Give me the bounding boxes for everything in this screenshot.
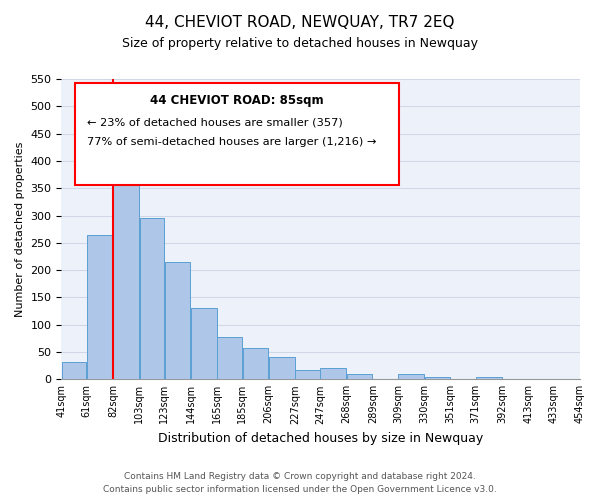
Bar (425, 377, 450, 380)
Text: ← 23% of detached houses are smaller (357): ← 23% of detached houses are smaller (35… (87, 118, 343, 128)
Y-axis label: Number of detached properties: Number of detached properties (15, 142, 25, 317)
Bar (476, 376, 502, 380)
Bar (398, 374, 424, 380)
Bar (113, 144, 139, 380)
Bar (62, 362, 86, 380)
Text: Size of property relative to detached houses in Newquay: Size of property relative to detached ho… (122, 38, 478, 51)
Bar (87, 234, 112, 380)
Bar (165, 262, 190, 380)
Bar (269, 358, 295, 380)
Bar (242, 348, 268, 380)
Text: Contains public sector information licensed under the Open Government Licence v3: Contains public sector information licen… (103, 485, 497, 494)
Bar (295, 370, 320, 380)
Text: 44 CHEVIOT ROAD: 85sqm: 44 CHEVIOT ROAD: 85sqm (150, 94, 324, 107)
Bar (140, 218, 164, 380)
Text: 44, CHEVIOT ROAD, NEWQUAY, TR7 2EQ: 44, CHEVIOT ROAD, NEWQUAY, TR7 2EQ (145, 15, 455, 30)
Text: Contains HM Land Registry data © Crown copyright and database right 2024.: Contains HM Land Registry data © Crown c… (124, 472, 476, 481)
Text: 77% of semi-detached houses are larger (1,216) →: 77% of semi-detached houses are larger (… (87, 138, 376, 147)
Bar (191, 308, 217, 380)
X-axis label: Distribution of detached houses by size in Newquay: Distribution of detached houses by size … (158, 432, 484, 445)
Bar (347, 374, 373, 380)
Bar (217, 336, 242, 380)
Bar (320, 368, 346, 380)
